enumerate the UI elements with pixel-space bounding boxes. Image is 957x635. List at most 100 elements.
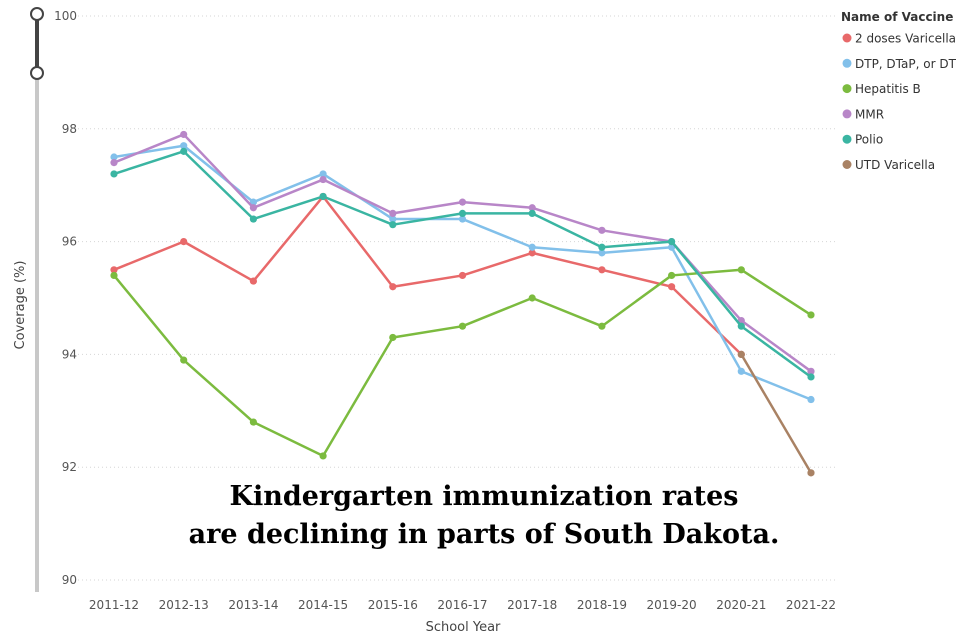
x-tick-label: 2017-18 bbox=[507, 598, 557, 612]
data-point[interactable] bbox=[737, 266, 745, 274]
x-tick-label: 2013-14 bbox=[228, 598, 278, 612]
data-point[interactable] bbox=[668, 271, 676, 280]
legend-item[interactable]: Polio bbox=[842, 133, 884, 147]
legend-item[interactable]: UTD Varicella bbox=[842, 158, 936, 172]
legend-label: DTP, DTaP, or DT bbox=[855, 57, 957, 71]
annotation: Kindergarten immunization rates are decl… bbox=[189, 481, 780, 550]
legend-marker bbox=[842, 160, 852, 169]
data-point[interactable] bbox=[110, 153, 118, 161]
legend-item[interactable]: MMR bbox=[842, 107, 885, 121]
data-point[interactable] bbox=[110, 170, 118, 178]
y-axis-title: Coverage (%) bbox=[13, 261, 28, 350]
zoom-slider[interactable] bbox=[30, 7, 44, 592]
x-tick-label: 2015-16 bbox=[368, 598, 418, 612]
data-point[interactable] bbox=[180, 142, 188, 150]
data-point[interactable] bbox=[528, 249, 536, 257]
data-point[interactable] bbox=[737, 350, 745, 358]
data-point[interactable] bbox=[389, 283, 397, 291]
y-tick-labels: 90 92 94 96 98 100 bbox=[54, 9, 77, 587]
data-point[interactable] bbox=[389, 221, 397, 229]
data-point[interactable] bbox=[668, 238, 676, 246]
data-point[interactable] bbox=[389, 333, 397, 342]
data-point[interactable] bbox=[458, 322, 467, 330]
data-point[interactable] bbox=[807, 373, 815, 381]
data-point[interactable] bbox=[528, 243, 536, 251]
data-point[interactable] bbox=[110, 266, 118, 274]
data-point[interactable] bbox=[807, 469, 815, 477]
y-tick-label: 94 bbox=[62, 347, 77, 361]
data-point[interactable] bbox=[110, 159, 118, 167]
annotation-line-1: Kindergarten immunization rates bbox=[230, 481, 739, 512]
data-point[interactable] bbox=[807, 367, 815, 375]
zoom-slider-top-handle[interactable] bbox=[30, 7, 44, 21]
data-point[interactable] bbox=[807, 311, 815, 319]
data-point[interactable] bbox=[389, 215, 397, 223]
data-point[interactable] bbox=[249, 204, 257, 212]
zoom-slider-bottom-handle[interactable] bbox=[30, 66, 44, 80]
series-line bbox=[740, 353, 813, 474]
legend: Name of Vaccine 2 doses Varicella DTP, DT… bbox=[841, 10, 957, 172]
y-tick-label: 96 bbox=[62, 235, 77, 249]
data-point[interactable] bbox=[110, 271, 118, 280]
y-tick-label: 90 bbox=[62, 573, 77, 587]
data-point[interactable] bbox=[598, 243, 606, 251]
data-point[interactable] bbox=[319, 452, 327, 460]
series-hepatitis-b bbox=[110, 266, 815, 460]
data-point[interactable] bbox=[180, 356, 188, 364]
legend-marker bbox=[842, 33, 852, 43]
data-point[interactable] bbox=[528, 294, 536, 302]
data-point[interactable] bbox=[737, 322, 745, 330]
data-point[interactable] bbox=[249, 198, 257, 206]
x-tick-label: 2019-20 bbox=[647, 598, 697, 612]
data-point[interactable] bbox=[598, 249, 606, 257]
data-point[interactable] bbox=[598, 322, 606, 330]
data-point[interactable] bbox=[180, 130, 188, 139]
data-point[interactable] bbox=[249, 418, 257, 426]
data-point[interactable] bbox=[458, 209, 467, 217]
series-line bbox=[113, 133, 812, 373]
legend-label: Hepatitis B bbox=[855, 82, 921, 96]
y-tick-label: 98 bbox=[62, 122, 77, 136]
legend-marker bbox=[842, 109, 852, 119]
x-tick-labels: 2011-12 2012-13 2013-14 2014-15 2015-16 2016-… bbox=[89, 598, 836, 612]
legend-label: MMR bbox=[855, 107, 884, 121]
data-point[interactable] bbox=[389, 209, 397, 217]
data-point[interactable] bbox=[458, 215, 467, 223]
x-tick-label: 2014-15 bbox=[298, 598, 348, 612]
data-point[interactable] bbox=[249, 277, 257, 285]
legend-item[interactable]: 2 doses Varicella bbox=[842, 32, 957, 46]
data-point[interactable] bbox=[668, 283, 676, 291]
x-axis-title: School Year bbox=[426, 620, 501, 635]
series-lines bbox=[110, 130, 815, 477]
x-tick-label: 2016-17 bbox=[437, 598, 487, 612]
x-tick-label: 2020-21 bbox=[716, 598, 766, 612]
data-point[interactable] bbox=[807, 395, 815, 404]
data-point[interactable] bbox=[319, 175, 327, 184]
data-point[interactable] bbox=[180, 238, 188, 246]
data-point[interactable] bbox=[598, 266, 606, 274]
series-line bbox=[113, 195, 743, 356]
series-line bbox=[113, 268, 812, 458]
legend-marker bbox=[842, 84, 852, 94]
legend-item[interactable]: Hepatitis B bbox=[842, 82, 921, 96]
data-point[interactable] bbox=[528, 204, 536, 212]
data-point[interactable] bbox=[458, 271, 467, 280]
data-point[interactable] bbox=[319, 192, 327, 201]
data-point[interactable] bbox=[458, 198, 467, 206]
data-point[interactable] bbox=[249, 215, 257, 223]
x-tick-label: 2018-19 bbox=[577, 598, 627, 612]
data-point[interactable] bbox=[528, 209, 536, 217]
data-point[interactable] bbox=[737, 367, 745, 375]
y-tick-label: 92 bbox=[62, 460, 77, 474]
y-tick-label: 100 bbox=[54, 9, 77, 23]
series-polio bbox=[110, 147, 815, 381]
series-line bbox=[113, 150, 812, 378]
data-point[interactable] bbox=[598, 226, 606, 234]
legend-item[interactable]: DTP, DTaP, or DT bbox=[842, 57, 957, 71]
data-point[interactable] bbox=[319, 170, 327, 178]
data-point[interactable] bbox=[180, 147, 188, 155]
series-mmr bbox=[110, 130, 815, 375]
legend-label: 2 doses Varicella bbox=[855, 32, 956, 46]
x-tick-label: 2012-13 bbox=[159, 598, 209, 612]
